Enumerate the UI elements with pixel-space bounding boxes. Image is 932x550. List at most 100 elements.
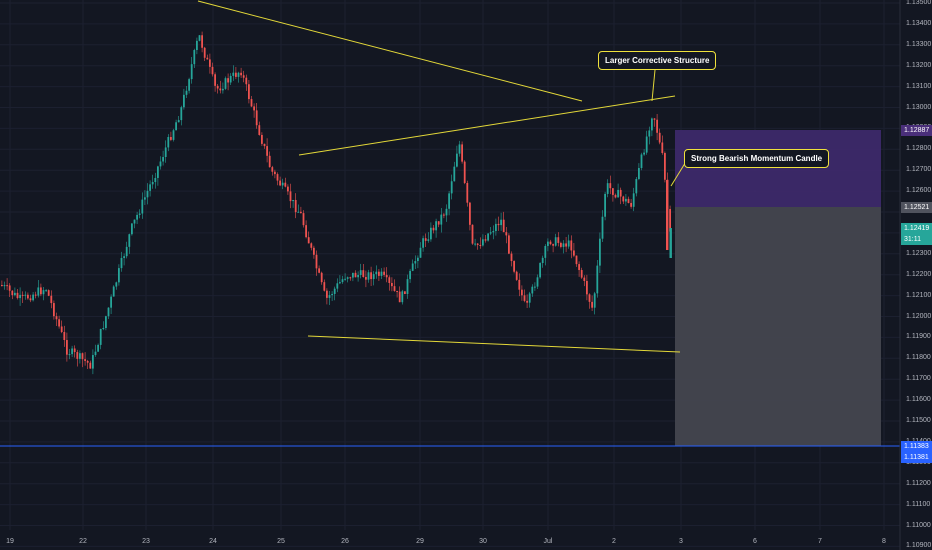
candle-bearish — [240, 72, 242, 76]
candle-bearish — [573, 250, 575, 256]
trendline-lower[interactable] — [307, 335, 681, 353]
candle-bullish — [120, 257, 123, 269]
candle-bearish — [469, 202, 471, 225]
candle-bearish — [216, 85, 219, 89]
candle-bearish — [305, 225, 307, 238]
candle-bullish — [14, 292, 16, 296]
target-price-badge: 1.12887 — [901, 125, 932, 136]
candle-bearish — [432, 227, 435, 231]
candle-bearish — [362, 270, 365, 278]
candle-bearish — [437, 221, 440, 225]
date-tick-label: 3 — [679, 538, 683, 545]
candle-bearish — [203, 47, 206, 58]
candle-bearish — [318, 268, 320, 273]
candle-bearish — [515, 271, 518, 280]
candle-bullish — [539, 263, 541, 278]
candle-bullish — [375, 271, 378, 275]
candle-bullish — [669, 228, 672, 258]
candle-bearish — [521, 289, 523, 296]
candle-bearish — [84, 359, 86, 361]
candle-bearish — [86, 360, 89, 363]
candle-bearish — [391, 282, 393, 287]
candle-bullish — [554, 237, 557, 246]
candle-bullish — [123, 256, 125, 258]
candle-bullish — [604, 193, 606, 217]
candle-bearish — [497, 223, 500, 226]
candle-bearish — [656, 119, 658, 133]
candle-bullish — [177, 120, 180, 123]
candle-bearish — [476, 243, 479, 245]
candle-bullish — [185, 90, 188, 95]
candle-bullish — [97, 344, 99, 352]
candle-bullish — [110, 296, 112, 308]
candle-bullish — [453, 166, 456, 182]
candle-bullish — [380, 271, 383, 276]
candle-bearish — [508, 235, 510, 254]
candle-bullish — [474, 243, 476, 245]
candle-bullish — [154, 177, 157, 183]
candle-bullish — [625, 198, 627, 202]
date-tick-label: 7 — [818, 538, 822, 545]
candle-bullish — [224, 78, 227, 89]
candle-bearish — [370, 272, 372, 280]
candle-bullish — [456, 153, 458, 167]
date-tick-label: Jul — [543, 538, 553, 545]
entry-price-badge: 1.12521 — [901, 202, 932, 213]
candle-bearish — [310, 243, 313, 248]
date-tick-label: 22 — [79, 538, 87, 545]
stop-price-badge-b: 1.11381 — [901, 452, 932, 463]
candle-bullish — [297, 211, 300, 213]
annotation-larger-corrective-structure[interactable]: Larger Corrective Structure — [598, 51, 717, 70]
candle-bearish — [471, 224, 474, 244]
candle-bearish — [349, 277, 352, 279]
candle-bullish — [640, 154, 643, 169]
candle-bearish — [323, 282, 326, 291]
candle-bullish — [105, 316, 107, 329]
candle-bullish — [638, 168, 640, 180]
candle-bullish — [531, 286, 534, 294]
candle-bullish — [346, 277, 349, 279]
date-tick-label: 25 — [277, 538, 285, 545]
candle-bearish — [170, 137, 172, 140]
candle-bearish — [211, 66, 214, 75]
candle-bearish — [578, 264, 580, 271]
candle-bullish — [92, 355, 94, 369]
candle-bullish — [414, 261, 417, 264]
take-profit-zone[interactable] — [675, 207, 881, 446]
candle-bullish — [536, 277, 539, 287]
candle-bearish — [81, 353, 84, 360]
candle-bearish — [287, 186, 289, 192]
candle-bullish — [94, 351, 97, 356]
candle-bullish — [141, 199, 144, 214]
date-tick-label: 23 — [142, 538, 150, 545]
trendline-upper-descending[interactable] — [197, 0, 583, 102]
candle-bearish — [201, 35, 203, 48]
candle-bullish — [419, 247, 422, 258]
candle-bearish — [242, 75, 245, 78]
candle-bearish — [661, 142, 664, 154]
candle-bearish — [209, 59, 211, 67]
candle-bullish — [112, 286, 115, 297]
candle-bearish — [302, 213, 305, 226]
candle-bearish — [50, 295, 53, 304]
price-tick-label: 1.11500 — [906, 417, 931, 424]
candle-bearish — [609, 183, 612, 189]
trendline-upper-ascending[interactable] — [298, 95, 676, 156]
candle-bullish — [541, 257, 544, 264]
candle-bullish — [435, 221, 437, 231]
candle-bearish — [284, 182, 287, 187]
date-tick-label: 30 — [479, 538, 487, 545]
candle-bullish — [292, 199, 294, 202]
candle-bullish — [157, 166, 159, 178]
candle-bearish — [313, 247, 315, 255]
stop-loss-zone[interactable] — [675, 130, 881, 207]
candle-bullish — [333, 288, 336, 294]
date-tick-label: 19 — [6, 538, 14, 545]
price-tick-label: 1.13100 — [906, 82, 932, 90]
candle-bullish — [162, 157, 164, 162]
annotation-strong-bearish-candle[interactable]: Strong Bearish Momentum Candle — [684, 149, 830, 168]
candle-bullish — [643, 152, 645, 155]
candle-bearish — [315, 254, 318, 269]
candle-bearish — [586, 280, 588, 295]
